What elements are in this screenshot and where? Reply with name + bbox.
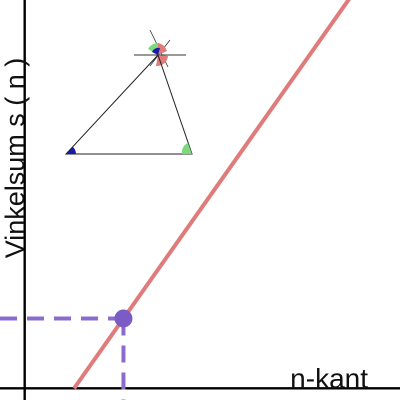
inset-angle-green-wedge-right (181, 143, 192, 154)
inset-triangle (64, 54, 193, 155)
x-axis-label: n-kant (290, 363, 368, 394)
inset-angle-red-wedge (158, 43, 167, 55)
triangle-angle-sum-icon (64, 29, 193, 155)
highlight-point (114, 309, 133, 328)
y-axis-label: Vinkelsum s ( n ) (0, 58, 30, 259)
inset-angle-blue-wedge-top (152, 47, 160, 55)
inset-angle-red-wedge-lower (156, 55, 168, 67)
inset-angle-blue-wedge (66, 147, 76, 154)
